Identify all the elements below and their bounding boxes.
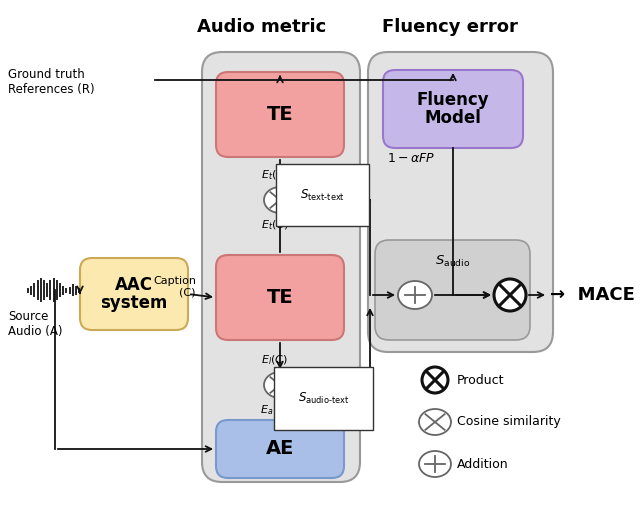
Text: Cosine similarity: Cosine similarity <box>457 415 561 429</box>
FancyBboxPatch shape <box>216 72 344 157</box>
Text: Caption
(C): Caption (C) <box>153 276 196 298</box>
Ellipse shape <box>419 409 451 435</box>
Text: AAC: AAC <box>115 276 153 294</box>
Text: $E_t(C)$: $E_t(C)$ <box>261 218 289 232</box>
Text: $S_{\rm audio\text{-}text}$: $S_{\rm audio\text{-}text}$ <box>298 391 349 406</box>
Text: Source
Audio (A): Source Audio (A) <box>8 310 63 338</box>
Text: AE: AE <box>266 439 294 458</box>
Text: $S_{\rm text\text{-}text}$: $S_{\rm text\text{-}text}$ <box>300 188 345 203</box>
Text: $1-\alpha FP$: $1-\alpha FP$ <box>387 152 435 165</box>
Text: $E_a(A)$: $E_a(A)$ <box>260 403 290 417</box>
FancyBboxPatch shape <box>216 420 344 478</box>
Text: TE: TE <box>267 105 293 124</box>
Text: $E_l(C)$: $E_l(C)$ <box>262 354 289 367</box>
Circle shape <box>422 367 448 393</box>
Ellipse shape <box>264 372 296 398</box>
Ellipse shape <box>419 451 451 477</box>
FancyBboxPatch shape <box>383 70 523 148</box>
Circle shape <box>494 279 526 311</box>
Text: Product: Product <box>457 374 504 387</box>
Ellipse shape <box>264 187 296 213</box>
Text: →  MACE: → MACE <box>550 286 635 304</box>
Text: $E_t(R)$: $E_t(R)$ <box>261 169 289 182</box>
Ellipse shape <box>398 281 432 309</box>
Text: Fluency: Fluency <box>417 91 490 109</box>
Text: Ground truth
References (R): Ground truth References (R) <box>8 68 95 96</box>
Text: $S_{\rm audio}$: $S_{\rm audio}$ <box>435 254 470 269</box>
FancyBboxPatch shape <box>375 240 530 340</box>
FancyBboxPatch shape <box>216 255 344 340</box>
Text: Model: Model <box>424 109 481 127</box>
Text: TE: TE <box>267 288 293 307</box>
Text: Addition: Addition <box>457 457 509 470</box>
Text: Fluency error: Fluency error <box>382 18 518 36</box>
Text: system: system <box>100 294 168 312</box>
FancyBboxPatch shape <box>368 52 553 352</box>
FancyBboxPatch shape <box>80 258 188 330</box>
FancyBboxPatch shape <box>202 52 360 482</box>
Text: Audio metric: Audio metric <box>197 18 326 36</box>
